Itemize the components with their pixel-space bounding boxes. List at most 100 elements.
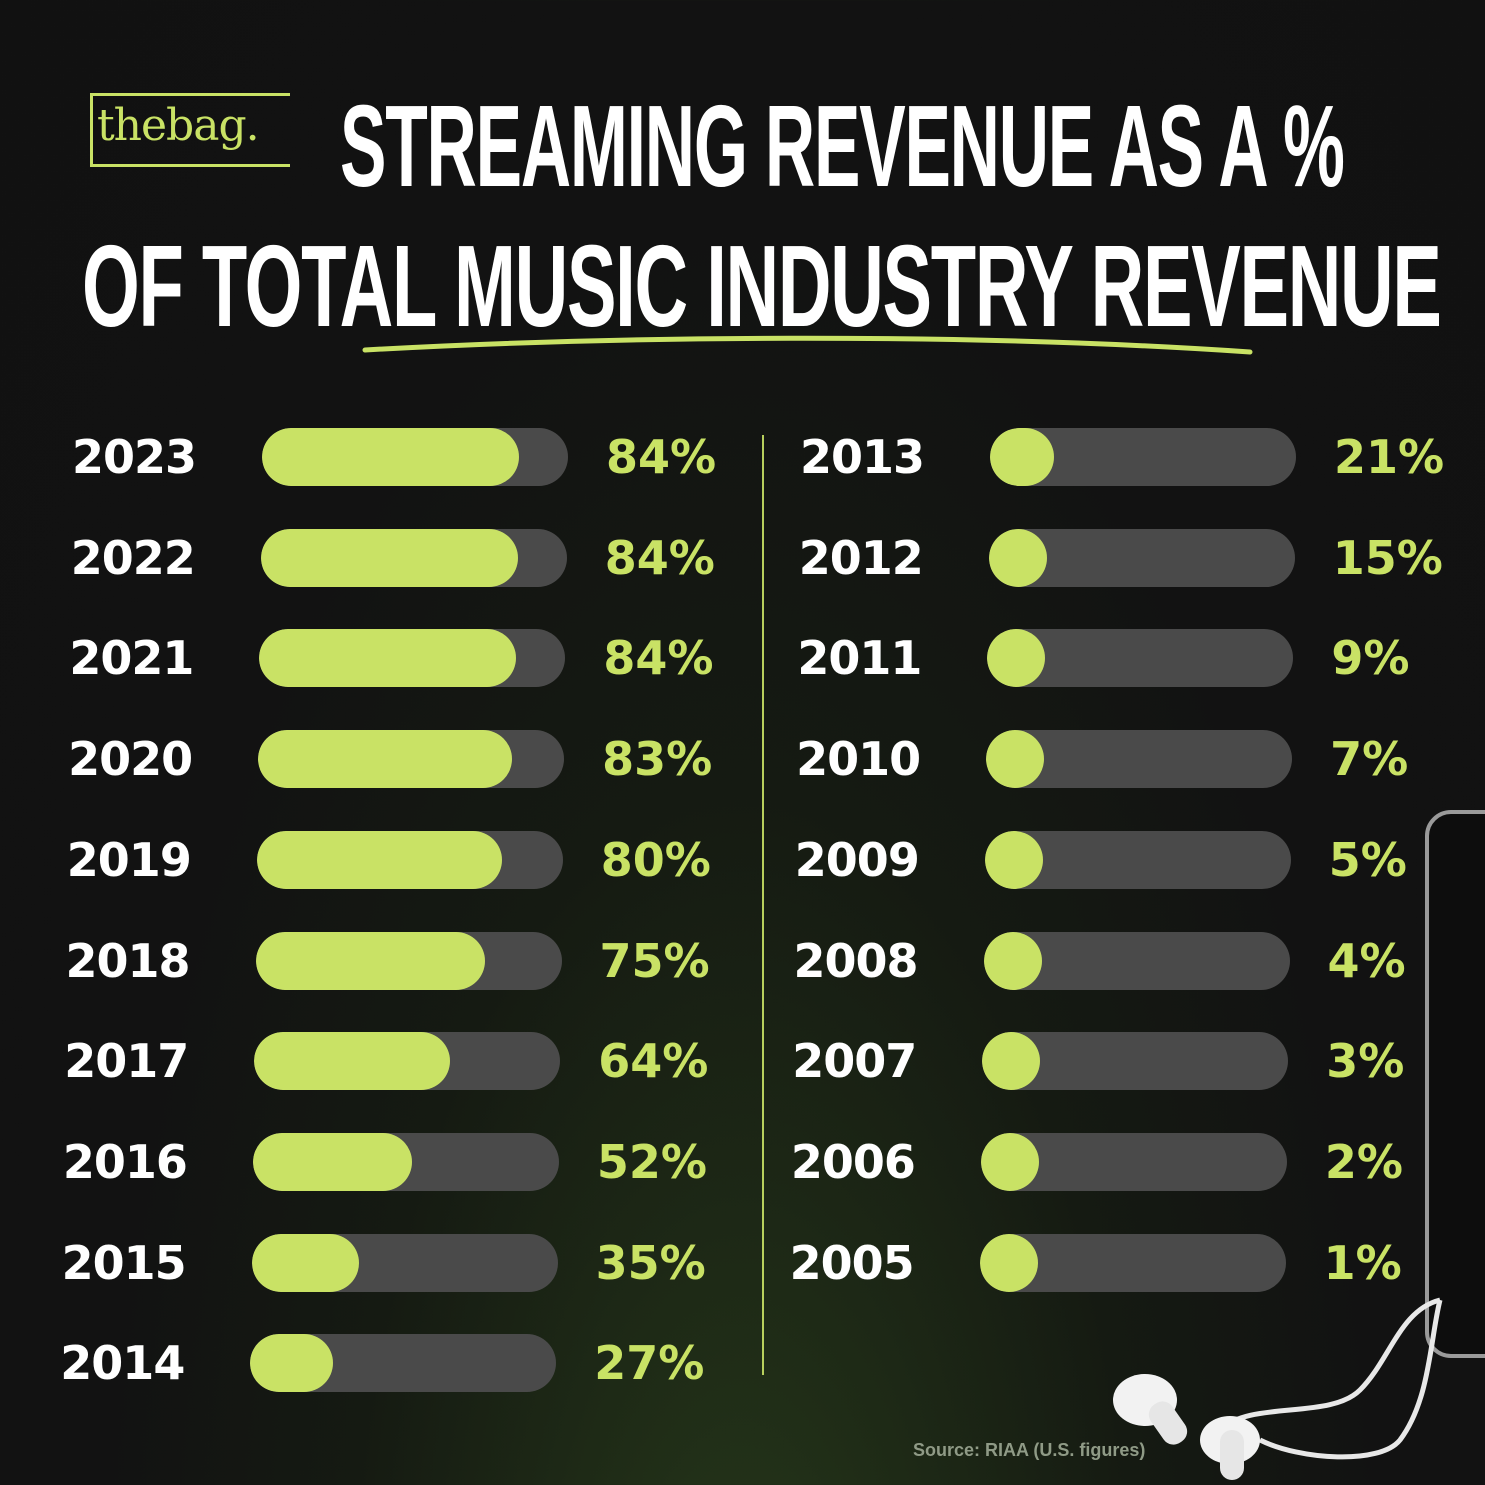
percent-label: 1% (1323, 1235, 1402, 1290)
percent-label: 52% (596, 1134, 707, 1189)
bar-fill (262, 428, 520, 486)
bar-track (988, 528, 1295, 587)
year-label: 2017 (64, 1034, 189, 1089)
earbuds-illustration (1113, 1297, 1443, 1480)
bar-track (262, 428, 568, 486)
bar-track (984, 830, 1291, 889)
bar-row-2012: 2012 15% (798, 528, 1443, 589)
year-label: 2019 (66, 832, 192, 887)
percent-label: 4% (1327, 933, 1406, 988)
year-label: 2005 (789, 1235, 915, 1290)
percent-label: 75% (599, 933, 710, 988)
bar-row-2008: 2008 4% (793, 931, 1414, 992)
percent-label: 84% (604, 530, 715, 585)
year-label: 2015 (61, 1235, 187, 1290)
bar-track (250, 1334, 557, 1393)
bar-track (255, 931, 562, 990)
bar-fill (986, 730, 1045, 789)
bar-row-2015: 2015 35% (61, 1233, 706, 1294)
year-label: 2010 (796, 732, 921, 787)
bar-track (254, 1032, 561, 1091)
column-divider (762, 435, 764, 1375)
percent-label: 9% (1331, 631, 1410, 686)
percent-label: 84% (603, 631, 714, 686)
brand-logo-text: thebag. (97, 100, 260, 151)
source-note: Source: RIAA (U.S. figures) (913, 1440, 1146, 1460)
bar-track (979, 1233, 1286, 1292)
bar-row-2016: 2016 52% (62, 1132, 707, 1193)
bar-fill (259, 629, 517, 688)
percent-label: 2% (1324, 1134, 1403, 1189)
percent-label: 64% (598, 1034, 709, 1089)
bar-row-2019: 2019 80% (66, 830, 711, 891)
bar-row-2013: 2013 21% (800, 428, 1444, 488)
chart-title-line-1: STREAMING REVENUE AS A % (340, 81, 1345, 211)
bar-track (260, 528, 567, 587)
bar-row-2006: 2006 2% (790, 1132, 1411, 1193)
year-label: 2018 (65, 933, 191, 988)
bar-fill (982, 1032, 1041, 1091)
year-label: 2009 (794, 832, 920, 887)
percent-label: 80% (600, 832, 711, 887)
bar-fill (984, 830, 1043, 889)
bar-fill (256, 830, 502, 889)
bar-track (980, 1132, 1287, 1191)
year-label: 2006 (790, 1134, 916, 1189)
year-label: 2020 (68, 732, 193, 787)
phone-illustration (1425, 810, 1485, 1358)
bar-row-2022: 2022 84% (70, 528, 715, 589)
bar-track (987, 629, 1294, 688)
bar-fill (980, 1132, 1039, 1191)
year-label: 2014 (60, 1336, 185, 1391)
percent-label: 84% (606, 430, 717, 484)
year-label: 2021 (69, 631, 194, 686)
percent-label: 7% (1330, 732, 1409, 787)
year-label: 2022 (70, 530, 196, 585)
bar-row-2018: 2018 75% (65, 931, 710, 992)
percent-label: 21% (1334, 430, 1445, 484)
brand-logo: thebag. (90, 93, 290, 167)
bar-fill (987, 629, 1046, 688)
bar-fill (252, 1132, 412, 1191)
bar-row-2007: 2007 3% (792, 1032, 1412, 1092)
percent-label: 83% (602, 732, 713, 787)
chart-title-line-2: OF TOTAL MUSIC INDUSTRY REVENUE (82, 221, 1442, 351)
bar-fill (254, 1032, 451, 1091)
percent-label: 27% (594, 1336, 705, 1391)
year-label: 2012 (798, 530, 924, 585)
bar-fill (255, 931, 485, 990)
bar-row-2021: 2021 84% (69, 629, 714, 689)
bar-track (982, 1032, 1289, 1091)
bar-fill (250, 1334, 333, 1393)
bar-fill (979, 1233, 1038, 1292)
year-label: 2007 (792, 1034, 917, 1089)
bar-fill (983, 931, 1042, 990)
bar-fill (988, 528, 1047, 587)
bar-track (252, 1132, 559, 1191)
bar-fill (258, 730, 513, 789)
title-underline-swoosh (362, 335, 1253, 355)
bar-track (258, 730, 565, 789)
bar-track (259, 629, 566, 688)
bar-row-2010: 2010 7% (796, 730, 1416, 790)
bar-row-2009: 2009 5% (794, 830, 1415, 891)
year-label: 2011 (797, 631, 922, 686)
bar-track (986, 730, 1293, 789)
bar-fill (251, 1233, 359, 1292)
year-label: 2023 (72, 430, 197, 484)
year-label: 2013 (800, 430, 925, 484)
year-label: 2008 (793, 933, 919, 988)
bar-track (983, 931, 1290, 990)
bar-fill (990, 428, 1055, 486)
bar-row-2014: 2014 27% (60, 1334, 704, 1394)
bar-fill (260, 528, 518, 587)
bar-row-2011: 2011 9% (797, 629, 1417, 689)
bar-row-2020: 2020 83% (68, 730, 712, 790)
bar-row-2023: 2023 84% (72, 428, 716, 488)
percent-label: 5% (1328, 832, 1407, 887)
bar-track (990, 428, 1296, 486)
percent-label: 15% (1332, 530, 1443, 585)
bar-row-2005: 2005 1% (789, 1233, 1410, 1294)
year-label: 2016 (62, 1134, 188, 1189)
bar-track (256, 830, 563, 889)
